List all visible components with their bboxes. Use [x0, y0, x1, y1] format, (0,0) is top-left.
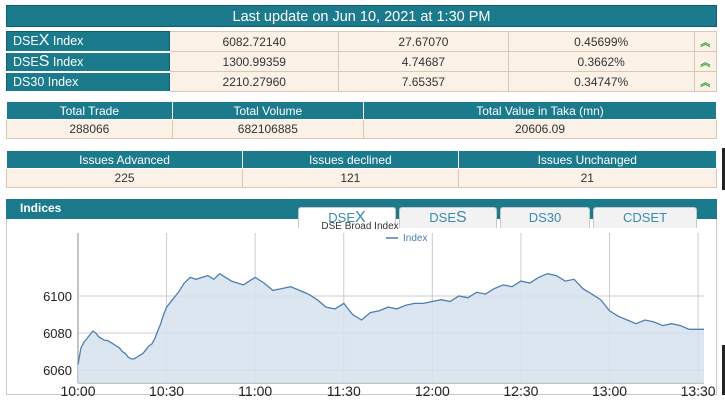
index-value: 1300.99359: [169, 51, 340, 72]
index-row: DSEX Index 6082.72140 27.67070 0.45699% ︽: [5, 31, 718, 53]
index-change-percent: 0.34747%: [507, 71, 695, 92]
index-name-prefix: DSE: [13, 34, 39, 49]
header-total-value: Total Value in Taka (mn): [363, 101, 717, 120]
double-chevron-up-icon: ︽: [693, 51, 718, 72]
index-row: DS30 Index 2210.27960 7.65357 0.34747% ︽: [5, 71, 718, 93]
trade-stats-table: Total Trade Total Volume Total Value in …: [6, 101, 717, 139]
index-name-suffix: Index: [49, 34, 84, 49]
tab-dses-label-big: S: [456, 209, 467, 226]
index-value: 6082.72140: [169, 31, 340, 52]
index-series-line: [77, 272, 704, 365]
total-volume-value: 682106885: [171, 119, 365, 139]
x-tick-label: 12:00: [415, 383, 450, 399]
x-tick-label: 13:30: [681, 383, 716, 399]
legend-label[interactable]: Index: [403, 233, 427, 244]
issues-stats-table: Issues Advanced Issues declined Issues U…: [5, 150, 718, 188]
index-name-big: S: [38, 52, 50, 70]
index-name-prefix: DS30 Index: [13, 74, 79, 89]
scroll-edge-mark: [722, 148, 725, 190]
index-name-big: X: [38, 32, 50, 50]
double-chevron-up-icon: ︽: [693, 71, 718, 92]
issues-advanced-value: 225: [5, 168, 244, 188]
tab-ds30-label: DS30: [528, 210, 562, 225]
issues-declined-value: 121: [242, 168, 459, 188]
tab-dses-label: DSE: [429, 210, 457, 225]
x-tick-label: 13:00: [592, 383, 627, 399]
index-value: 2210.27960: [169, 71, 340, 92]
index-change: 7.65357: [338, 71, 509, 92]
x-tick-label: 11:30: [327, 383, 361, 399]
y-tick-label: 6080: [43, 326, 72, 341]
x-tick-label: 10:00: [60, 383, 95, 399]
header-issues-advanced: Issues Advanced: [5, 150, 244, 169]
index-summary-table: DSEX Index 6082.72140 27.67070 0.45699% ︽ DSE…: [5, 31, 718, 93]
index-row: DSES Index 1300.99359 4.74687 0.3662% ︽: [5, 51, 718, 73]
tab-ds30[interactable]: DS30: [500, 207, 590, 228]
tab-cdset[interactable]: CDSET: [593, 207, 697, 228]
index-change: 4.74687: [338, 51, 509, 72]
index-name[interactable]: DSEX Index: [5, 31, 171, 53]
x-tick-label: 11:00: [238, 383, 272, 399]
tab-dsex[interactable]: DSEX: [298, 207, 396, 228]
index-name-suffix: Index: [49, 54, 84, 69]
last-update-banner: Last update on Jun 10, 2021 at 1:30 PM: [6, 5, 717, 27]
index-name[interactable]: DS30 Index: [5, 71, 171, 93]
tab-cdset-label: CDSET: [622, 210, 668, 225]
tab-dsex-label-big: X: [355, 209, 366, 226]
chart-title: DSE Broad Index: [321, 221, 398, 232]
index-area-fill: [78, 273, 704, 383]
index-change-percent: 0.45699%: [507, 31, 695, 52]
scroll-edge-mark-lower: [722, 345, 725, 395]
total-trade-value: 288066: [6, 119, 173, 139]
total-value-taka: 20606.09: [363, 119, 717, 139]
header-issues-declined: Issues declined: [242, 150, 459, 169]
y-tick-label: 6060: [43, 363, 72, 378]
tab-dses[interactable]: DSES: [399, 207, 497, 228]
issues-unchanged-value: 21: [457, 168, 718, 188]
index-name-prefix: DSE: [13, 54, 39, 69]
x-tick-label: 10:30: [149, 383, 184, 399]
index-name[interactable]: DSES Index: [5, 51, 171, 73]
x-tick-label: 12:30: [503, 383, 538, 399]
y-tick-label: 6100: [43, 289, 72, 304]
double-chevron-up-icon: ︽: [693, 31, 718, 52]
tab-dsex-label: DSE: [328, 210, 356, 225]
header-total-trade: Total Trade: [6, 101, 173, 120]
